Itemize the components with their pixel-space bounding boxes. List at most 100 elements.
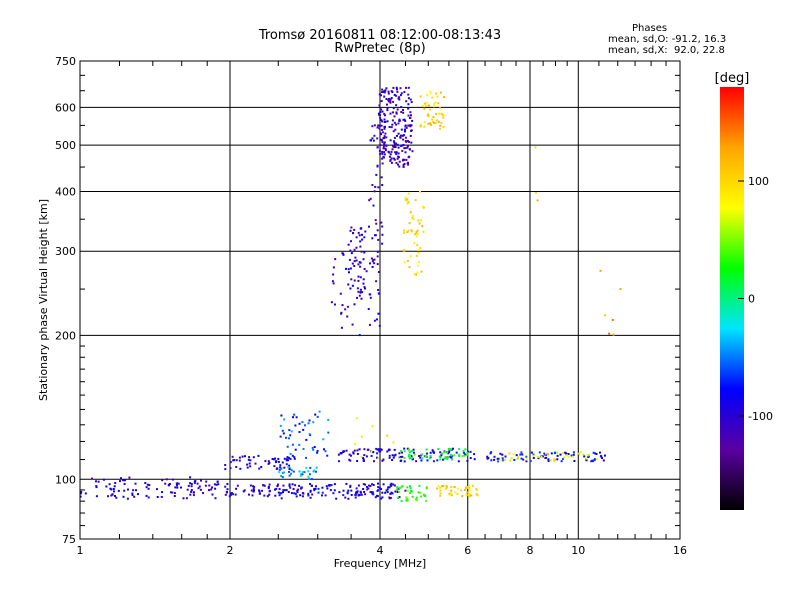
echo-point	[486, 455, 489, 458]
echo-point	[381, 459, 384, 462]
echo-point	[426, 114, 429, 117]
echo-point	[156, 488, 158, 491]
echo-point	[377, 312, 380, 315]
echo-point	[509, 459, 512, 462]
echo-point	[357, 279, 360, 282]
echo-point	[288, 483, 291, 486]
echo-point	[404, 147, 407, 150]
echo-point	[420, 495, 423, 498]
echo-point	[392, 100, 395, 103]
echo-point	[408, 148, 411, 151]
echo-point	[402, 138, 405, 141]
echo-point	[194, 480, 197, 482]
echo-point	[405, 499, 408, 502]
echo-point	[364, 287, 366, 290]
echo-point	[408, 457, 411, 460]
echo-point	[413, 241, 416, 244]
echo-point	[225, 491, 228, 494]
echo-point	[419, 123, 422, 126]
echo-point	[407, 455, 410, 458]
echo-point	[395, 161, 398, 164]
echo-point	[349, 485, 352, 488]
echo-point	[252, 485, 255, 488]
echo-point	[525, 460, 528, 463]
echo-point	[537, 457, 540, 460]
echo-point	[379, 448, 382, 451]
echo-point	[345, 482, 348, 485]
echo-point	[114, 482, 117, 484]
echo-point	[374, 185, 377, 188]
echo-point	[380, 138, 383, 141]
echo-point	[376, 318, 378, 321]
echo-point	[332, 273, 335, 276]
echo-point	[395, 151, 398, 154]
echo-point	[238, 456, 241, 459]
echo-point	[239, 467, 242, 470]
echo-point	[360, 227, 363, 230]
echo-point	[288, 467, 291, 470]
echo-point	[420, 453, 423, 456]
x-tick-label: 6	[464, 544, 471, 557]
echo-point	[398, 96, 401, 99]
echo-point	[224, 485, 227, 488]
echo-point	[384, 149, 387, 152]
echo-point	[432, 450, 435, 453]
echo-point	[362, 457, 364, 459]
echo-point	[288, 464, 291, 467]
echo-point	[464, 488, 466, 491]
echo-point	[450, 492, 453, 495]
echo-point	[390, 161, 393, 164]
echo-point	[370, 450, 373, 453]
echo-point	[446, 456, 449, 459]
echo-point	[541, 455, 544, 458]
echo-point	[358, 294, 361, 297]
echo-point	[406, 145, 409, 148]
echo-point	[554, 451, 557, 454]
echo-point	[466, 453, 468, 456]
echo-point	[440, 454, 443, 457]
echo-point	[411, 119, 414, 122]
echo-point	[434, 101, 437, 104]
echo-point	[248, 456, 251, 459]
echo-point	[398, 160, 401, 163]
x-tick-label: 16	[673, 544, 687, 557]
echo-point	[248, 493, 250, 496]
echo-point	[192, 491, 195, 494]
echo-point	[396, 134, 398, 137]
echo-point	[408, 140, 410, 143]
echo-point	[369, 296, 372, 299]
echo-point	[529, 460, 532, 462]
echo-point	[291, 454, 294, 457]
colorbar-label: [deg]	[715, 71, 750, 86]
echo-point	[258, 490, 261, 493]
echo-point	[145, 494, 148, 497]
echo-point	[174, 486, 177, 489]
echo-point	[457, 460, 460, 463]
echo-point	[439, 458, 442, 461]
echo-point	[315, 466, 318, 469]
echo-point	[532, 453, 535, 456]
echo-point	[274, 494, 277, 497]
echo-point	[536, 199, 539, 202]
colorbar-tick-label: 0	[748, 293, 755, 306]
echo-point	[356, 417, 359, 420]
echo-point	[431, 96, 434, 99]
echo-point	[377, 271, 380, 273]
echo-point	[409, 492, 411, 494]
echo-point	[95, 480, 97, 483]
axis-ticks: 1 2 4 6 8 10 16 75 100 200 300 400 500 600 750	[55, 55, 687, 557]
echo-point	[411, 150, 414, 153]
echo-point	[429, 90, 432, 93]
echo-point	[410, 489, 413, 492]
echo-point	[404, 196, 407, 199]
echo-point	[608, 332, 611, 335]
echo-point	[407, 93, 410, 96]
echo-point	[387, 90, 390, 93]
echo-point	[322, 438, 325, 441]
echo-point	[406, 202, 409, 205]
echo-point	[415, 496, 418, 499]
echo-point	[391, 111, 394, 114]
echo-point	[413, 273, 416, 276]
echo-point	[348, 271, 350, 274]
echo-point	[508, 452, 511, 455]
